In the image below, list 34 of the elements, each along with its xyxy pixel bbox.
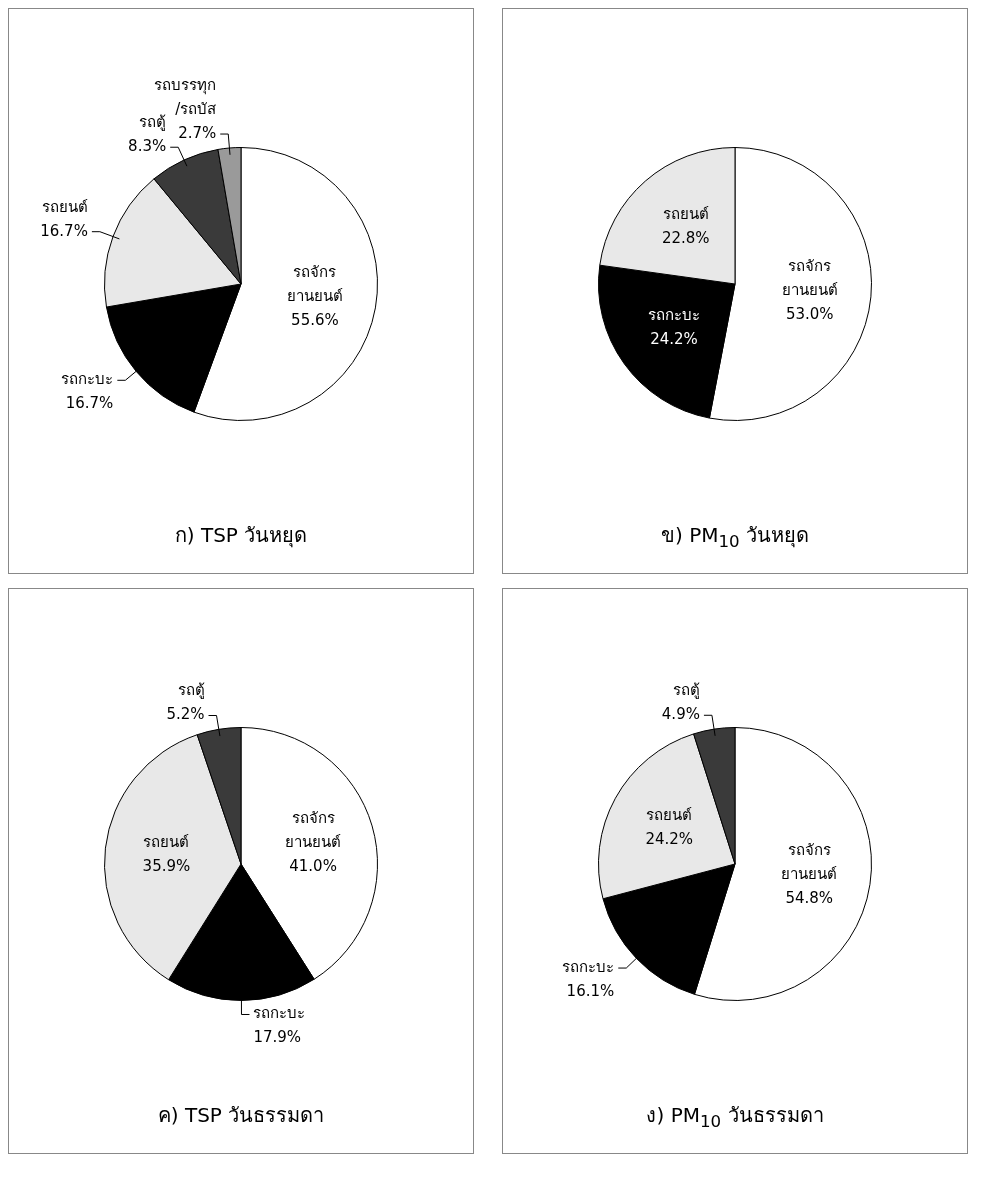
text: ง) PM$_{10}$ วันธรรมดา <box>645 1102 825 1131</box>
data-label: 16.7% <box>40 221 88 240</box>
slice-label: รถตู้ <box>672 681 700 700</box>
data-label: 17.9% <box>253 1028 302 1047</box>
slice-label: รถยนต์ <box>41 197 88 216</box>
data-label: 41.0% <box>289 856 337 875</box>
data-label: 54.8% <box>785 889 834 908</box>
data-label: 8.3% <box>128 137 167 156</box>
slice-label: รถจักร ยานยนต์ <box>781 256 838 299</box>
data-label: 35.9% <box>142 857 191 876</box>
slice-label: รถยนต์ <box>646 805 693 824</box>
data-label: 53.0% <box>785 304 834 323</box>
slice-label: รถยนต์ <box>143 833 190 852</box>
slice-label: รถจักร ยานยนต์ <box>286 263 343 306</box>
slice-label: รถจักร ยานยนต์ <box>285 808 342 851</box>
data-label: 24.2% <box>645 829 694 848</box>
text: ข) PM$_{10}$ วันหยุด <box>659 522 810 551</box>
slice-label: รถตู้ <box>177 681 205 700</box>
data-label: 55.6% <box>291 311 339 330</box>
slice-label: รถกะบะ <box>562 957 615 976</box>
slice-label: รถกะบะ <box>253 1004 306 1023</box>
data-label: 2.7% <box>178 123 217 142</box>
data-label: 22.8% <box>661 229 710 248</box>
data-label: 5.2% <box>166 705 205 724</box>
data-label: 4.9% <box>661 705 700 724</box>
slice-label: รถจักร ยานยนต์ <box>781 841 838 884</box>
data-label: 16.7% <box>65 394 114 413</box>
slice-label: รถกะบะ <box>647 305 700 324</box>
data-label: 24.2% <box>650 329 698 348</box>
slice-label: รถกะบะ <box>61 370 114 389</box>
text: ก) TSP วันหยุด <box>173 522 309 550</box>
slice-label: รถยนต์ <box>662 205 709 224</box>
text: ค) TSP วันธรรมดา <box>156 1102 326 1129</box>
data-label: 16.1% <box>566 981 615 1000</box>
